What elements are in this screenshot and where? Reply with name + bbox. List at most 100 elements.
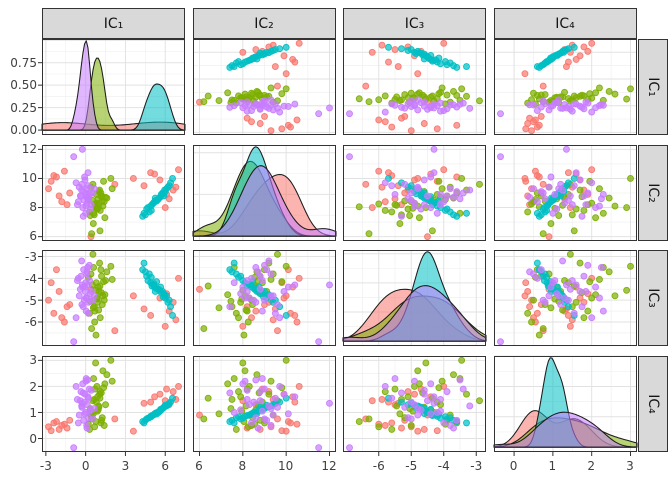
data-point: [605, 88, 613, 95]
top-strip-ic1-label: IC₁: [103, 15, 124, 32]
gridlines: [42, 250, 185, 347]
data-point: [260, 415, 268, 423]
data-point: [273, 301, 281, 309]
data-point: [581, 288, 589, 296]
top-strip-ic4: IC₄: [493, 8, 637, 39]
data-point: [153, 197, 161, 205]
data-point: [556, 301, 564, 309]
top-strip-ic1: IC₁: [42, 8, 185, 39]
data-point: [583, 308, 591, 315]
data-point: [550, 277, 558, 285]
data-point: [78, 186, 86, 194]
scatter-points-purple: [225, 257, 333, 346]
data-point: [611, 90, 618, 98]
data-point: [398, 103, 405, 111]
panel-border: [493, 250, 637, 347]
data-point: [424, 192, 431, 200]
data-point: [140, 305, 148, 313]
data-point: [391, 375, 399, 383]
data-point: [578, 91, 585, 99]
density-panel-IC3: [342, 250, 487, 347]
data-point: [496, 110, 504, 118]
data-point: [82, 294, 90, 302]
data-point: [355, 203, 363, 210]
density-panel-IC2: [191, 144, 337, 241]
data-point: [269, 316, 277, 324]
y-axis-tick-label: 6: [29, 229, 37, 244]
top-strip-ic3: IC₃: [343, 8, 486, 39]
data-point: [521, 70, 528, 78]
data-point: [388, 419, 396, 427]
data-point: [420, 200, 428, 208]
data-point: [83, 424, 91, 432]
panel-border: [192, 144, 336, 241]
data-point: [533, 197, 541, 205]
data-point: [438, 184, 446, 192]
data-point: [199, 325, 207, 333]
data-point: [89, 219, 97, 227]
data-point: [595, 202, 603, 210]
data-point: [243, 98, 251, 106]
scatter-points-purple: [225, 375, 333, 452]
data-point: [258, 277, 266, 285]
data-point: [236, 406, 244, 414]
data-point: [441, 206, 449, 214]
data-point: [570, 227, 578, 234]
data-point: [381, 179, 389, 186]
data-point: [398, 212, 405, 220]
data-point: [458, 85, 466, 93]
data-point: [539, 325, 547, 333]
data-point: [404, 195, 412, 202]
data-point: [230, 260, 238, 267]
scatter-panel-IC1-vs-IC4: [493, 39, 637, 135]
data-point: [79, 303, 87, 311]
data-point: [552, 205, 560, 213]
data-point: [459, 385, 467, 393]
data-point: [570, 310, 578, 318]
data-point: [87, 386, 95, 394]
data-point: [107, 357, 115, 364]
data-point: [441, 413, 449, 421]
data-point: [533, 275, 541, 283]
data-point: [388, 100, 396, 108]
x-axis-tick-label: 2: [587, 459, 595, 474]
data-point: [273, 403, 281, 411]
data-point: [570, 181, 578, 189]
data-point: [437, 190, 444, 198]
data-point: [414, 427, 422, 435]
data-point: [527, 318, 535, 326]
data-point: [525, 114, 533, 122]
data-point: [97, 266, 105, 274]
data-point: [521, 174, 528, 182]
data-point: [101, 213, 109, 221]
data-point: [92, 359, 100, 367]
scatter-panel-IC3-vs-IC2: [192, 250, 336, 347]
data-point: [411, 390, 418, 398]
data-point: [230, 375, 238, 383]
data-point: [597, 264, 605, 272]
scatter-points-purple: [225, 96, 333, 118]
data-point: [78, 145, 86, 153]
data-point: [404, 393, 412, 401]
data-point: [401, 180, 409, 188]
data-point: [458, 174, 466, 182]
data-point: [280, 294, 287, 302]
data-point: [282, 427, 290, 435]
scatter-points-teal: [225, 43, 290, 71]
data-point: [295, 275, 303, 283]
data-point: [362, 82, 370, 90]
data-point: [98, 414, 106, 422]
data-point: [76, 192, 84, 200]
scatter-points-purple: [346, 375, 474, 452]
data-point: [566, 286, 574, 294]
scatter-points-teal: [385, 43, 470, 71]
data-point: [153, 410, 161, 418]
data-point: [234, 274, 242, 282]
data-point: [243, 386, 251, 394]
data-point: [238, 323, 246, 331]
data-point: [260, 97, 268, 105]
data-point: [579, 314, 587, 322]
data-point: [535, 332, 543, 339]
data-point: [545, 292, 552, 300]
data-point: [284, 284, 292, 291]
